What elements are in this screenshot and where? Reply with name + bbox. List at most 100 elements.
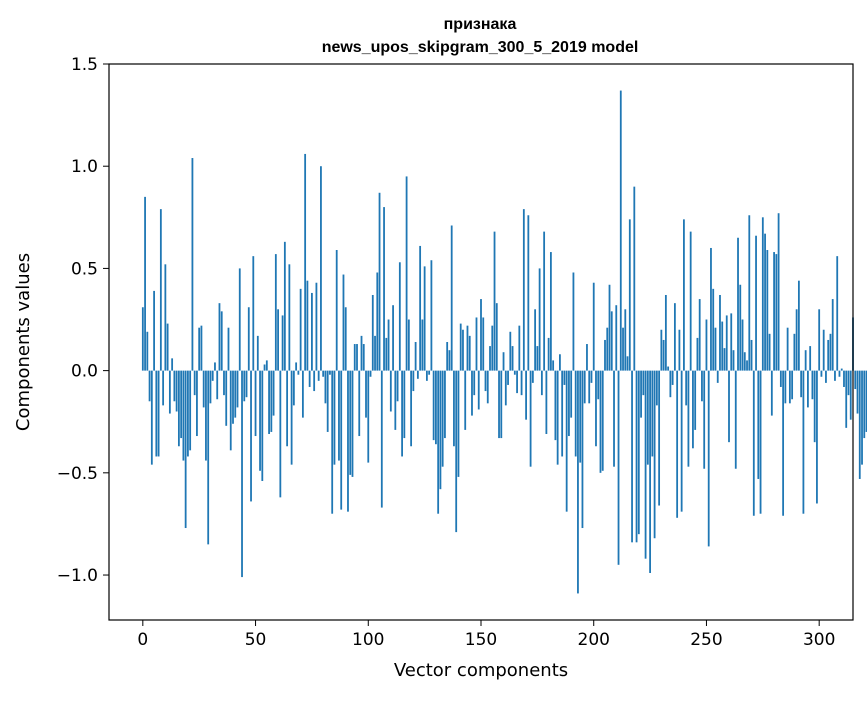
bar [680,370,683,512]
bar [502,352,505,371]
bar [236,370,239,408]
bar [662,339,665,371]
bar [746,360,748,371]
bar [511,346,514,371]
bar [344,307,347,371]
bar [389,370,392,412]
bar [164,264,167,371]
bar [861,370,863,465]
bar [320,166,322,371]
bar [477,370,480,410]
bar [261,370,264,481]
bar [698,299,701,371]
bar [689,231,692,371]
x-tick-label: 300 [803,630,835,650]
bar [247,307,250,371]
bar [791,370,794,400]
bar [827,339,830,371]
bar [383,207,385,371]
bar [455,370,458,533]
bar [387,319,390,371]
bar [816,370,818,504]
bar [592,282,595,371]
bar [522,209,525,371]
bar [220,311,223,371]
bar [351,370,354,477]
bar [843,370,845,387]
bar [385,337,388,371]
bar [198,327,201,371]
bar [509,331,512,371]
bar [428,370,431,375]
bar [559,354,561,371]
bar [317,370,320,381]
bar [412,370,415,392]
bar [534,309,537,371]
bar [750,339,753,371]
bar [685,370,688,406]
bar [545,370,548,434]
bar [349,370,352,475]
bar [423,266,426,371]
bar [168,370,171,414]
bar [374,335,376,371]
bar [563,370,566,385]
bar [200,325,203,371]
bar [554,370,557,441]
bar [254,370,257,437]
bar [439,370,442,490]
bar [353,344,356,371]
bar [606,327,609,371]
bar [683,219,685,371]
bar [421,319,424,371]
bar [193,370,196,396]
bar [595,370,597,447]
bar [845,370,848,428]
bar [703,370,706,469]
bar [376,272,379,371]
bar [788,370,791,404]
bar [728,370,730,443]
bar [692,370,694,449]
bars-group [141,90,867,594]
bar [437,370,440,514]
bar [556,370,559,465]
bar [171,358,174,371]
bar [292,370,295,406]
bar [705,319,708,371]
bar [757,370,760,479]
bar [256,335,259,371]
bar [333,370,336,465]
bar [525,370,527,420]
bar [847,370,850,396]
bar [795,309,798,371]
bar [401,370,403,457]
bar [836,256,839,371]
bar [664,294,667,371]
bar [721,321,724,371]
y-tick-label: 1.0 [71,157,98,177]
bar [329,370,331,375]
bar [468,335,471,371]
bar [737,237,739,371]
bar [617,370,620,565]
chart-title-line2: news_upos_skipgram_300_5_2019 model [322,39,639,56]
bar [633,186,636,371]
bar [489,346,491,371]
bar [599,370,602,473]
bar [712,288,715,371]
bar [748,215,751,371]
bar [552,360,555,371]
bar [865,370,867,432]
bar [507,370,509,385]
bar [441,370,444,467]
bar [570,370,573,418]
bar [504,370,507,406]
bar [673,303,676,371]
x-axis-label: Vector components [394,660,568,681]
bar [825,370,827,383]
bar [619,90,622,371]
bar [243,370,246,402]
bar [202,370,205,408]
